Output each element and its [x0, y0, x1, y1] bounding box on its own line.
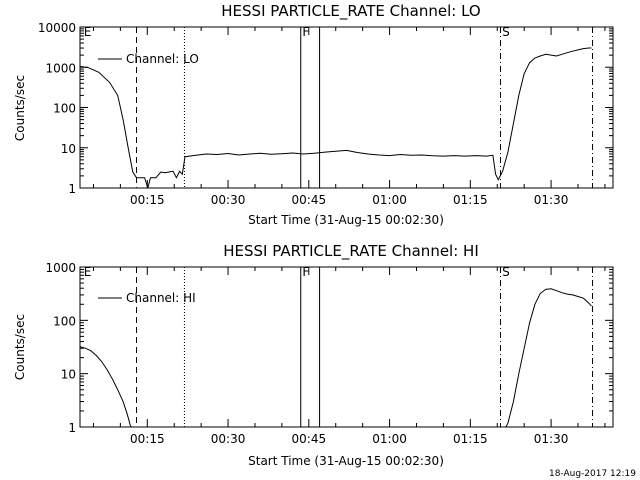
series-group — [80, 47, 592, 188]
series-line-1 — [505, 288, 592, 427]
legend: Channel: LO — [98, 52, 199, 66]
x-tick-label: 00:45 — [292, 432, 327, 446]
event-label: S — [502, 25, 510, 39]
timestamp: 18-Aug-2017 12:19 — [549, 469, 636, 479]
y-tick-label: 10 — [61, 142, 76, 156]
vertical-markers — [136, 267, 594, 427]
y-tick-label: 1000 — [45, 261, 76, 275]
x-tick-label: 01:15 — [453, 193, 488, 207]
x-tick-label: 00:45 — [292, 193, 327, 207]
legend-label: Channel: LO — [126, 52, 199, 66]
y-tick-label: 1000 — [45, 61, 76, 75]
series-group — [80, 288, 592, 427]
y-axis: 1 10 100 1000 10000 — [38, 21, 613, 196]
event-label: S — [502, 265, 510, 279]
event-label: F — [302, 265, 309, 279]
chart-title: HESSI PARTICLE_RATE Channel: HI — [223, 242, 479, 261]
x-axis: 00:15 00:30 00:45 01:00 01:15 01:30 — [92, 267, 606, 446]
vertical-markers — [136, 27, 594, 188]
x-axis-label: Start Time (31-Aug-15 00:02:30) — [248, 213, 444, 227]
chart-panel-hi: HESSI PARTICLE_RATE Channel: HI 1 10 100 10… — [13, 242, 614, 468]
chart-title: HESSI PARTICLE_RATE Channel: LO — [221, 2, 480, 21]
x-tick-label: 00:30 — [211, 193, 246, 207]
legend: Channel: HI — [98, 291, 196, 305]
y-tick-label: 10000 — [38, 21, 76, 35]
y-tick-label: 10 — [61, 368, 76, 382]
x-tick-label: 01:15 — [453, 432, 488, 446]
y-tick-label: 1 — [68, 421, 76, 435]
y-tick-label: 1 — [68, 182, 76, 196]
series-line-0 — [80, 47, 592, 188]
chart-panel-lo: HESSI PARTICLE_RATE Channel: LO 1 10 100 10… — [13, 2, 614, 227]
event-label: E — [84, 25, 92, 39]
y-axis: 1 10 100 1000 — [45, 261, 613, 435]
x-tick-label: 00:15 — [130, 432, 165, 446]
y-axis-label: Counts/sec — [13, 75, 27, 141]
x-tick-label: 00:15 — [130, 193, 165, 207]
y-tick-label: 100 — [53, 102, 76, 116]
x-tick-label: 01:00 — [372, 193, 407, 207]
x-tick-label: 01:00 — [372, 432, 407, 446]
y-tick-label: 100 — [53, 314, 76, 328]
x-axis-label: Start Time (31-Aug-15 00:02:30) — [248, 454, 444, 468]
legend-label: Channel: HI — [126, 291, 196, 305]
x-axis: 00:15 00:30 00:45 01:00 01:15 01:30 — [92, 27, 606, 207]
y-axis-label: Counts/sec — [13, 314, 27, 380]
event-label: E — [84, 265, 92, 279]
x-tick-label: 00:30 — [211, 432, 246, 446]
event-label: F — [302, 25, 309, 39]
series-line-0 — [80, 346, 132, 427]
x-tick-label: 01:30 — [534, 193, 569, 207]
x-tick-label: 01:30 — [534, 432, 569, 446]
